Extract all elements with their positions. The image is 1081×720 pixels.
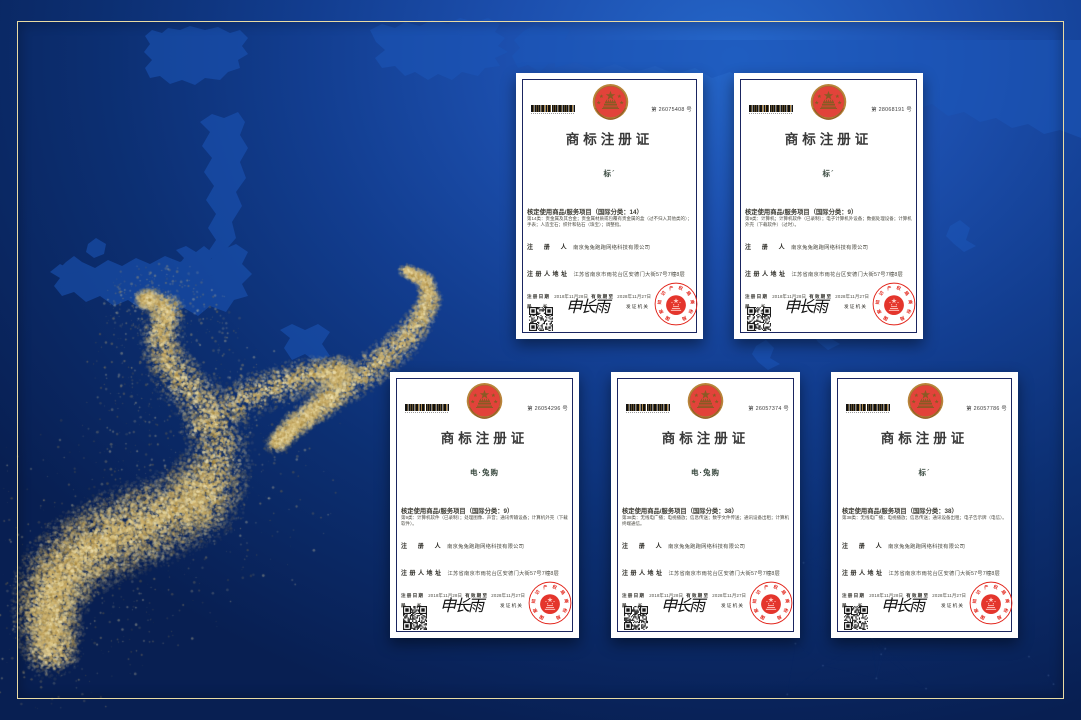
svg-text:权: 权: [992, 583, 1000, 591]
svg-text:产: 产: [542, 583, 549, 591]
svg-text:家: 家: [531, 606, 539, 614]
svg-text:权: 权: [772, 583, 780, 591]
svg-text:知: 知: [751, 598, 759, 604]
svg-text:产: 产: [668, 284, 675, 292]
svg-text:权: 权: [551, 583, 559, 591]
svg-text:家: 家: [875, 307, 883, 315]
svg-text:产: 产: [983, 583, 990, 591]
svg-text:家: 家: [752, 606, 760, 614]
svg-text:商: 商: [563, 598, 571, 604]
svg-text:商: 商: [907, 299, 915, 305]
svg-text:家: 家: [657, 307, 665, 315]
svg-text:权: 权: [895, 284, 903, 292]
svg-text:知: 知: [656, 299, 664, 305]
svg-text:商: 商: [689, 299, 697, 305]
svg-text:知: 知: [971, 598, 979, 604]
svg-text:产: 产: [886, 284, 893, 292]
svg-text:权: 权: [677, 284, 685, 292]
svg-text:商: 商: [1004, 598, 1012, 604]
svg-text:知: 知: [530, 598, 538, 604]
svg-text:产: 产: [763, 583, 770, 591]
svg-text:知: 知: [874, 299, 882, 305]
svg-text:家: 家: [972, 606, 980, 614]
svg-text:商: 商: [784, 598, 792, 604]
